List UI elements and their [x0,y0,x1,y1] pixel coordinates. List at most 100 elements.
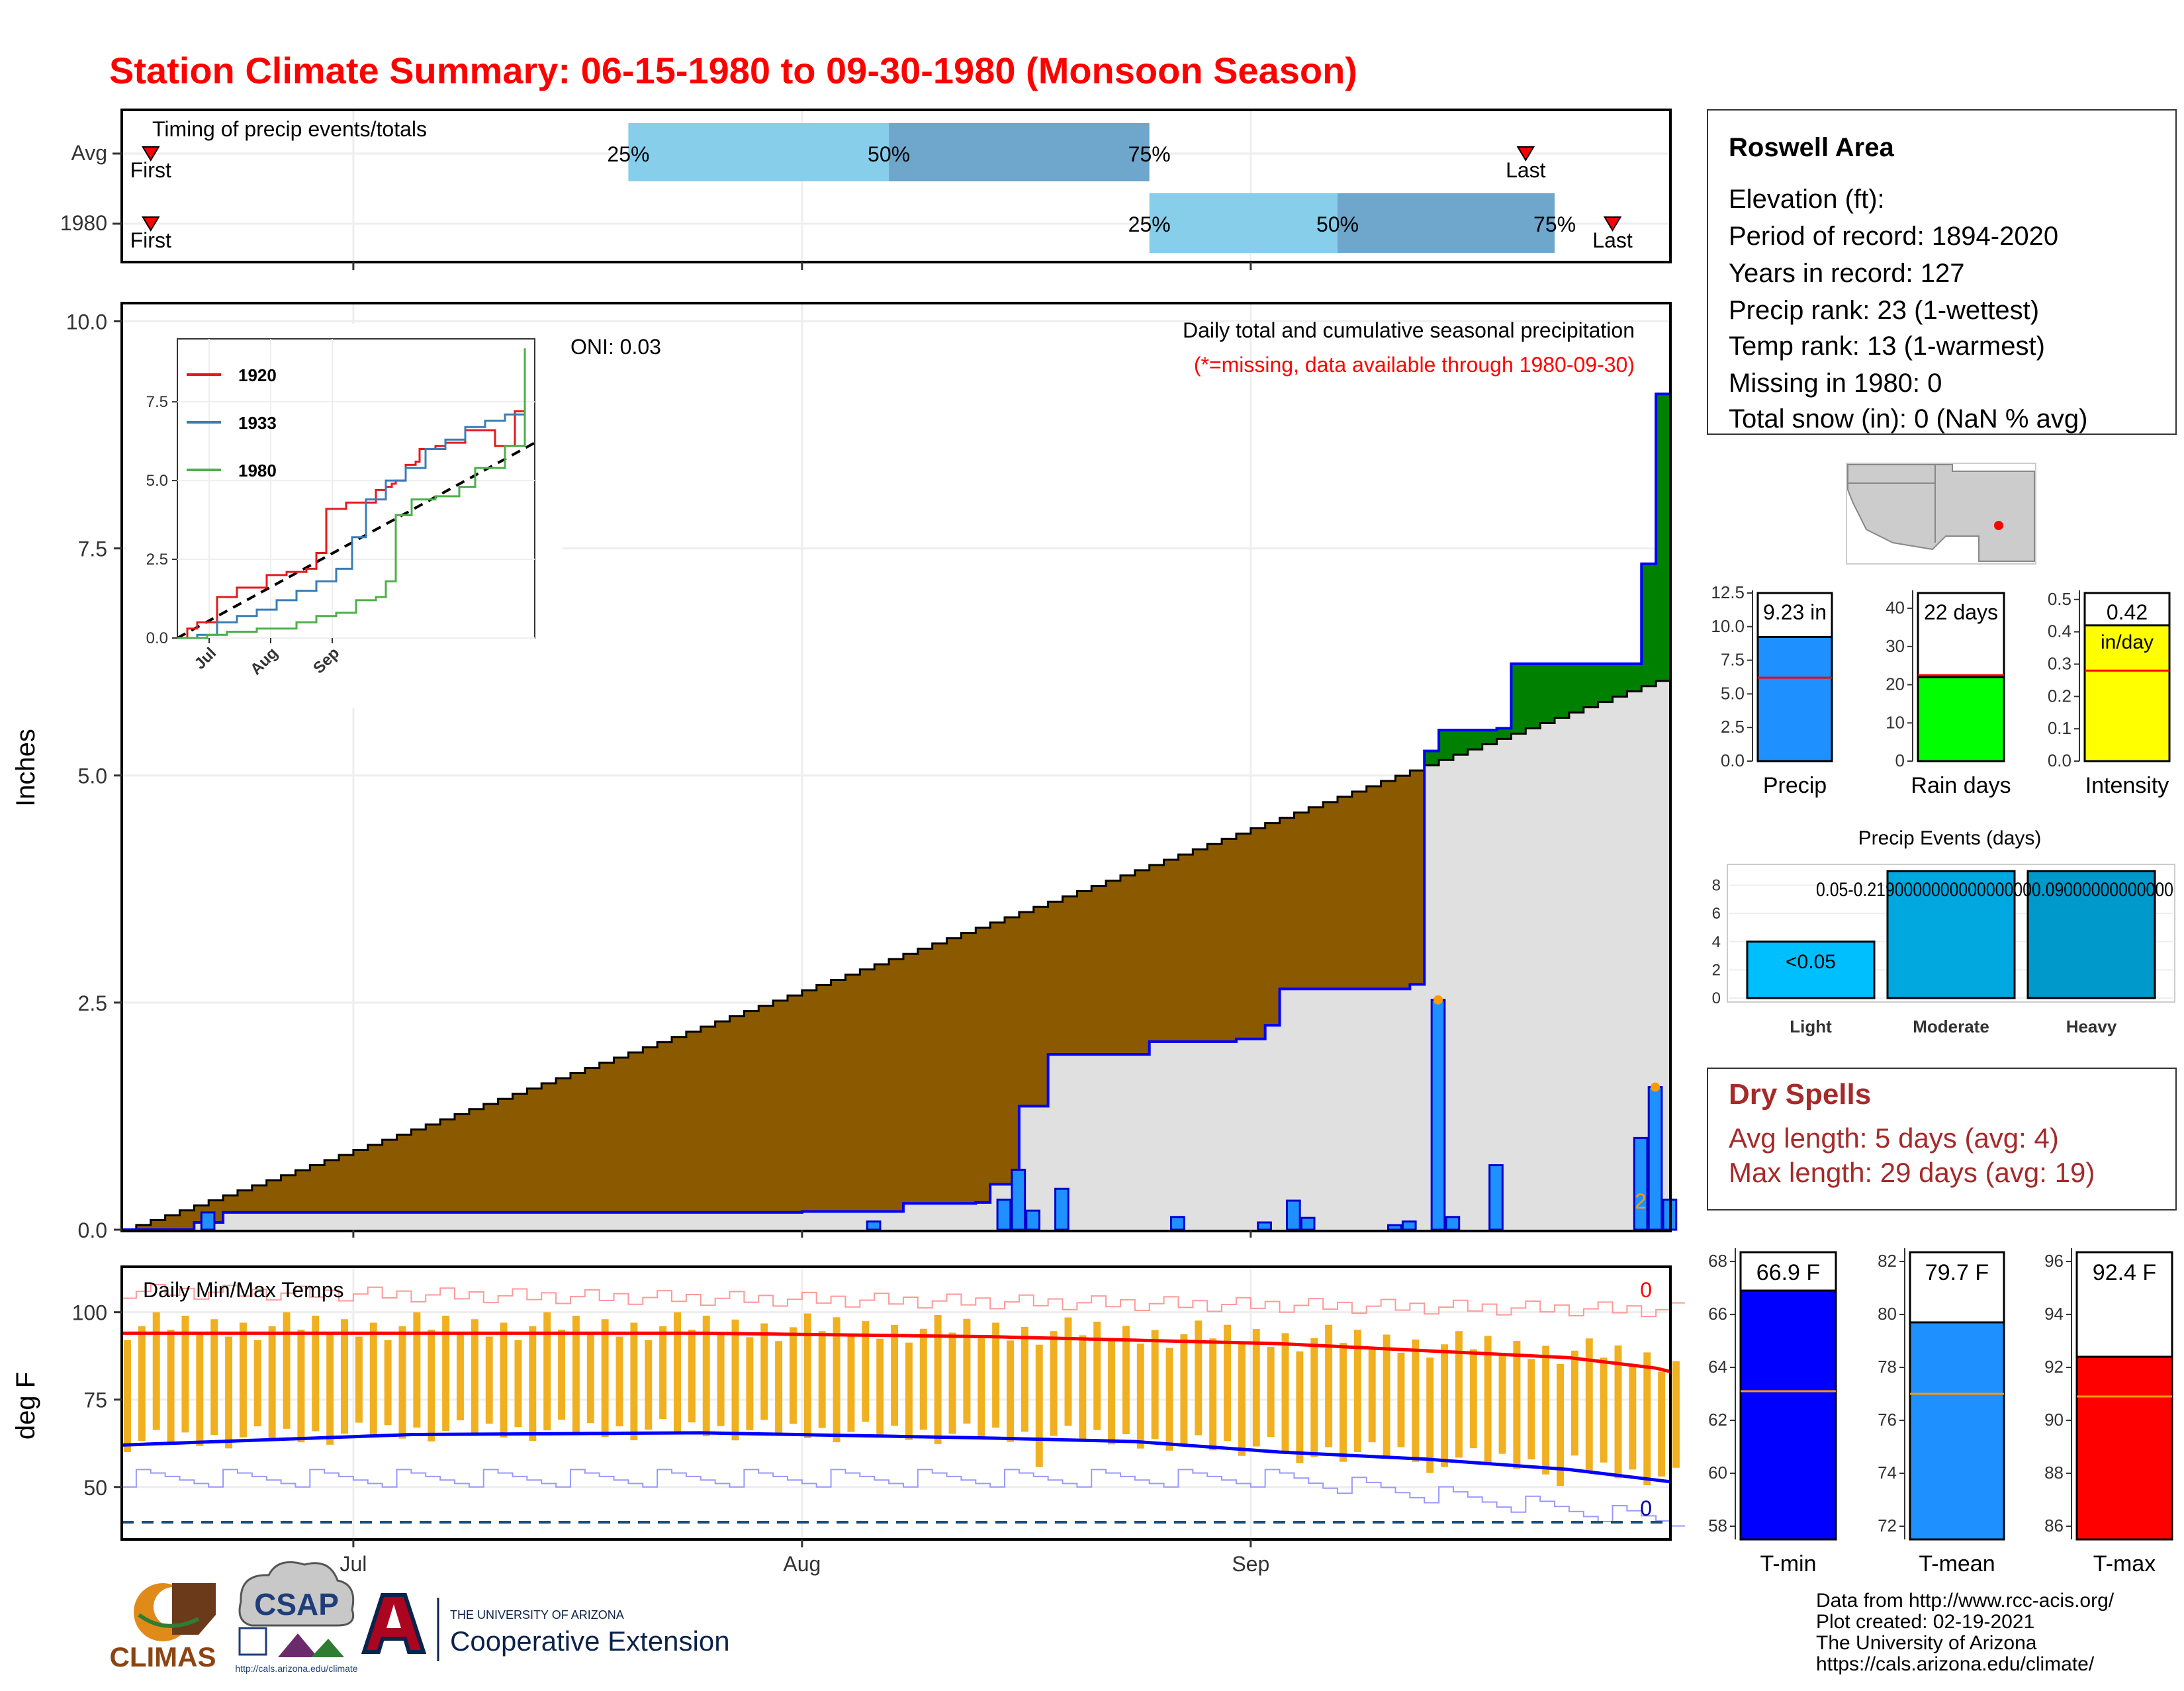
credit-line-2: Plot created: 02-19-2021 [1816,1611,2034,1633]
daily-temp-bar [1195,1320,1203,1436]
daily-temp-bar [1050,1331,1058,1436]
daily-temp-bar [1151,1330,1159,1440]
daily-temp-bar [1412,1339,1420,1462]
daily-temp-bar [948,1332,956,1434]
daily-temp-bar [1643,1352,1651,1486]
daily-temp-bar [586,1333,594,1424]
dry-spells-max: Max length: 29 days (avg: 19) [1729,1157,2095,1188]
summary-y-tick: 0.5 [2048,589,2071,609]
daily-temp-bar [283,1312,291,1429]
missing-note: (*=missing, data available through 1980-… [1194,353,1635,377]
temp-summary-y-tick: 82 [1878,1251,1897,1271]
daily-temp-bar [891,1324,898,1426]
dry-spells-title: Dry Spells [1729,1078,1871,1111]
daily-temp-bar [239,1322,247,1438]
daily-temp-bar [1035,1344,1043,1467]
daily-temp-bar [789,1327,797,1424]
summary-value-label: 22 days [1924,600,1998,624]
temp-summary-value-label: 66.9 F [1756,1260,1820,1285]
events-y-tick: 8 [1712,877,1721,895]
daily-temp-bar [1614,1345,1622,1479]
daily-temp-bar [355,1336,363,1423]
daily-precip-bar [996,1199,1012,1231]
summary-bar [1756,635,1833,762]
daily-temp-bar [1310,1338,1318,1457]
daily-temp-bar [1165,1348,1173,1451]
daily-temp-bar [1629,1364,1637,1470]
daily-temp-bar [1325,1324,1333,1447]
credit-line-4: https://cals.arizona.edu/climate/ [1816,1653,2095,1675]
daily-temp-bar [1672,1361,1680,1468]
ua-small-text: THE UNIVERSITY OF ARIZONA [450,1608,624,1622]
locator-map [1846,463,2036,565]
year-last-marker [1603,216,1622,232]
inset-series-line [177,348,526,639]
precip-y-axis-label: Inches [11,729,40,807]
summary-y-tick: 0.0 [2048,751,2071,770]
daily-temp-bar [543,1312,551,1431]
daily-temp-bar [803,1313,811,1438]
daily-temp-bar [196,1333,204,1446]
info-temp-rank: Temp rank: 13 (1-warmest) [1729,332,2045,361]
summary-value-label: 0.42 [2107,600,2148,624]
temp-summary-y-tick: 68 [1708,1251,1727,1271]
daily-temp-bar [731,1319,739,1441]
daily-temp-bar [1224,1324,1231,1441]
summary-y-tick: 0.2 [2048,686,2071,706]
daily-temp-bar [413,1312,421,1428]
precip-y-tick: 10.0 [66,310,107,334]
temp-summary-bar [2075,1355,2173,1541]
events-bar [1886,870,2016,999]
daily-temp-bar [1093,1321,1101,1430]
daily-precip-bar [1488,1164,1504,1231]
university-of-arizona-logo: THE UNIVERSITY OF ARIZONA Cooperative Ex… [361,1593,730,1661]
daily-temp-bar [615,1336,623,1427]
heavy-event-marker [1651,1082,1661,1092]
avg-quartile-50-75-bar [889,123,1150,181]
temp-summary-bar [1739,1289,1837,1541]
daily-temp-bar [1267,1346,1275,1438]
events-bar [1746,940,1876,999]
temp-summary-y-tick: 62 [1708,1410,1727,1430]
daily-temp-bar [919,1328,927,1430]
daily-temp-bar [1122,1326,1130,1435]
info-years: Years in record: 127 [1729,259,1965,288]
year-q50-label: 50% [1316,212,1359,236]
precip-y-tick: 5.0 [78,764,107,788]
temp-summary-y-tick: 90 [2044,1410,2064,1430]
temp-summary-y-tick: 74 [1878,1463,1897,1483]
station-info-box: Roswell Area Elevation (ft): Period of r… [1707,109,2177,435]
events-bar [2026,870,2156,999]
daily-temp-bar [1252,1329,1260,1447]
daily-temp-bar [1557,1363,1564,1486]
precip-panel-subtitle: Daily total and cumulative seasonal prec… [1183,318,1635,342]
avg-q25-label: 25% [607,142,649,166]
month-tick-label: Aug [783,1552,821,1576]
summary-y-tick: 0.3 [2048,653,2071,673]
daily-precip-bar [1011,1168,1026,1231]
temp-summary-y-tick: 80 [1878,1304,1897,1324]
avg-q75-label: 75% [1128,142,1171,166]
daily-temp-bar [1007,1340,1014,1442]
daily-temp-bar [1513,1340,1521,1469]
avg-last-marker [1516,146,1535,161]
year-first-label: First [130,228,171,252]
daily-temp-bar [1484,1336,1492,1463]
daily-temp-bar [398,1326,406,1439]
summary-value-unit: in/day [2101,631,2154,653]
temp-y-tick: 100 [72,1301,107,1325]
daily-temp-bar [674,1312,681,1434]
daily-precip-bar [1430,999,1446,1231]
temp-summary-bars: 58 60 62 64 66 68 66.9 F T-min 72 74 76 78 80 82 79.7 … [1708,1248,2173,1577]
daily-temp-bar [905,1342,913,1440]
events-value-label: <0.05 [1786,951,1836,973]
daily-temp-bar [963,1318,971,1424]
daily-temp-bar [1542,1346,1550,1475]
temp-panel-title: Daily Min/Max Temps [143,1278,343,1302]
daily-temp-bar [746,1337,754,1430]
daily-temp-bar [1600,1357,1608,1463]
daily-temp-bar [500,1322,508,1438]
daily-temp-bar [645,1340,653,1430]
daily-temp-bar [1368,1348,1376,1443]
